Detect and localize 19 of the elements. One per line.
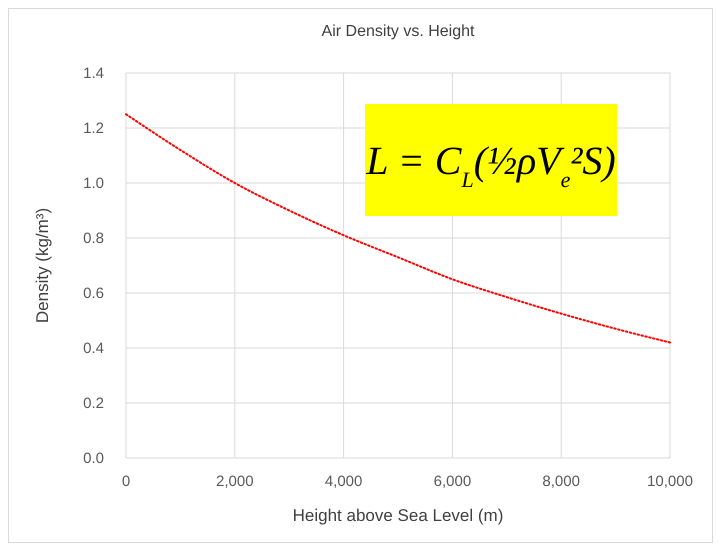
x-tick-label: 4,000 (324, 473, 362, 490)
x-tick-label: 6,000 (434, 473, 472, 490)
y-tick-label: 0.0 (83, 450, 104, 467)
y-tick-label: 0.8 (83, 230, 104, 247)
annotation: L = C$_{L}$(½ρV$_{e}$²S) (365, 138, 616, 192)
y-tick-label: 1.2 (83, 120, 104, 137)
x-tick-label: 8,000 (542, 473, 580, 490)
y-tick-label: 0.4 (83, 340, 104, 357)
y-tick-label: 0.2 (83, 395, 104, 412)
x-axis-title: Height above Sea Level (m) (292, 506, 504, 525)
x-tick-label: 2,000 (216, 473, 254, 490)
y-axis-title: Density (kg/m³) (33, 208, 52, 324)
y-tick-label: 1.0 (83, 175, 104, 192)
x-tick-label: 10,000 (647, 473, 693, 490)
y-tick-label: 1.4 (83, 65, 104, 82)
y-tick-label: 0.6 (83, 285, 104, 302)
x-tick-label: 0 (122, 473, 130, 490)
chart-title: Air Density vs. Height (322, 23, 476, 40)
line-series (125, 113, 671, 344)
